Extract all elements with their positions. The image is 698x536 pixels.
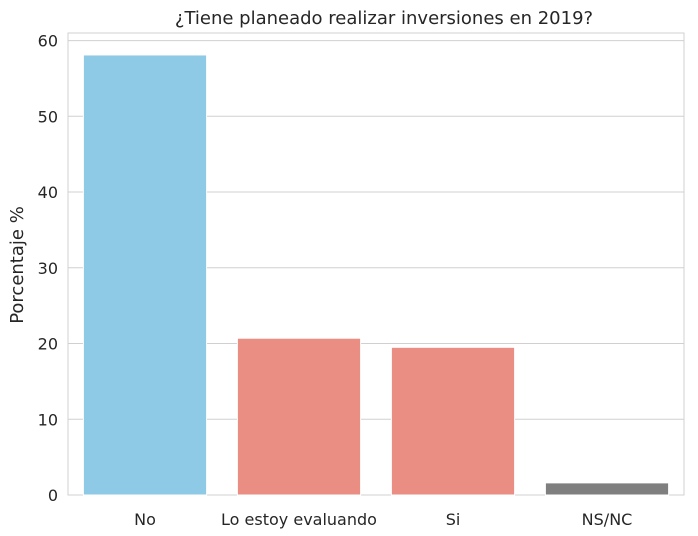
bar-lo-estoy-evaluando (236, 337, 362, 496)
y-tick-label: 30 (38, 259, 58, 278)
y-tick-label: 20 (38, 335, 58, 354)
plot-area-border (67, 32, 685, 496)
y-tick-label: 60 (38, 32, 58, 51)
x-tick-label: Si (446, 510, 461, 529)
x-tick-labels: No Lo estoy evaluando Si NS/NC (134, 510, 632, 529)
y-tick-label: 50 (38, 107, 58, 126)
bar-si (390, 346, 516, 496)
bars (82, 54, 670, 496)
y-tick-labels: 0 10 20 30 40 50 60 (38, 32, 58, 505)
y-tick-label: 10 (38, 410, 58, 429)
y-tick-label: 0 (48, 486, 58, 505)
x-tick-label: Lo estoy evaluando (221, 510, 377, 529)
x-tick-label: No (134, 510, 156, 529)
chart-title: ¿Tiene planeado realizar inversiones en … (175, 8, 593, 29)
bar-ns-nc (544, 482, 670, 496)
y-tick-label: 40 (38, 183, 58, 202)
y-axis-label: Porcentaje % (7, 206, 28, 324)
x-tick-label: NS/NC (582, 510, 633, 529)
bar-no (82, 54, 208, 496)
